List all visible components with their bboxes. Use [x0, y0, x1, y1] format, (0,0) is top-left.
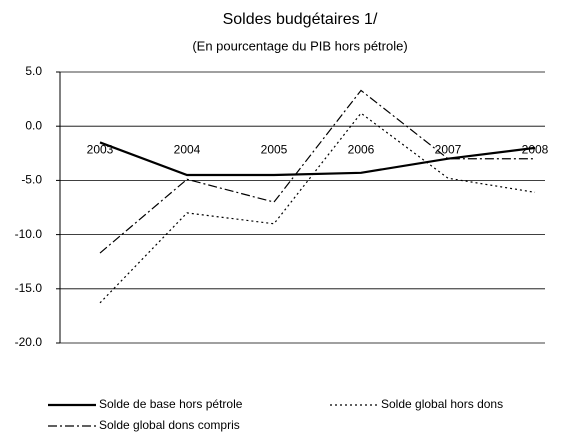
y-tick-label: -15.0	[15, 281, 43, 295]
x-tick-label: 2004	[174, 142, 201, 156]
y-tick-label: -5.0	[21, 173, 42, 187]
chart-subtitle: (En pourcentage du PIB hors pétrole)	[192, 38, 407, 53]
y-tick-label: 0.0	[25, 118, 42, 132]
x-tick-label: 2007	[435, 142, 462, 156]
x-tick-label: 2003	[87, 142, 114, 156]
x-tick-label: 2005	[261, 142, 288, 156]
legend-label: Solde global hors dons	[381, 397, 503, 411]
chart-title: Soldes budgétaires 1/	[223, 11, 378, 28]
y-tick-label: -10.0	[15, 227, 43, 241]
legend-label: Solde global dons compris	[99, 418, 240, 432]
series-line	[99, 89, 535, 254]
series-line	[99, 141, 536, 177]
x-tick-label: 2006	[348, 142, 375, 156]
y-tick-label: -20.0	[15, 335, 43, 349]
legend-label: Solde de base hors pétrole	[99, 397, 243, 411]
y-tick-label: 5.0	[25, 64, 42, 78]
x-tick-label: 2008	[522, 142, 549, 156]
series-line	[99, 112, 536, 304]
